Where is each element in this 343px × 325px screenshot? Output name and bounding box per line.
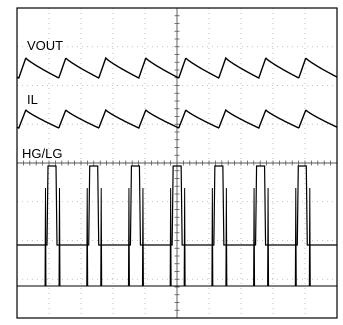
label-vout: VOUT [27,38,63,53]
trace-lg [17,187,337,287]
label-hg-lg: HG/LG [22,146,62,161]
trace-il [16,108,338,129]
trace-labels: VOUT IL HG/LG [22,38,63,161]
label-il: IL [27,92,38,107]
waveform-traces [16,56,338,287]
trace-hg [17,165,337,246]
trace-vout [16,56,338,79]
scope-frame [16,7,338,319]
graticule [16,7,338,319]
